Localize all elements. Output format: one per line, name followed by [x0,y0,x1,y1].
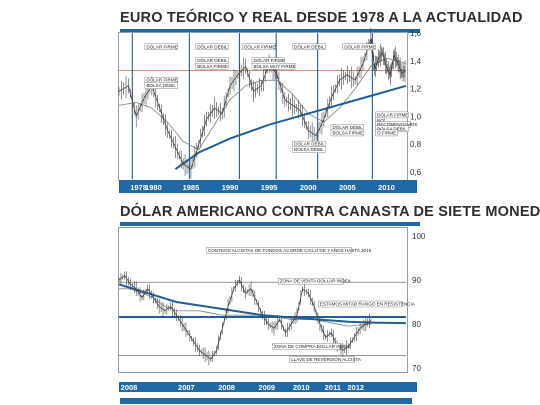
chart1-annotation: BOLSA DÉBIL [146,82,176,88]
chart1-annotation: DÓLAR FIRME [344,43,375,49]
chart1-annotation: DÓLAR FIRME [254,57,285,63]
chart2-annotation: ZONA DE VENTA DOLLAR INDEX [280,279,351,284]
chart1-annotation-box [251,63,296,70]
chart1-annotation: DÓLAR DÉBIL [197,57,228,63]
chart2-title-rule [120,222,420,226]
chart2-annotation: ZONA DE COMPRA DOLLAR INDEX [274,344,350,349]
chart1-y-tick-label: 1,6 [410,29,422,38]
chart1-annotation: RECOMENDAMOS [377,122,417,127]
chart1-annotation-box [375,111,409,119]
chart2-annotation: LLAVE DE REVERSIÓN ALCISTA [291,356,362,362]
chart2-y-tick-label: 90 [412,276,421,285]
chart2-x-axis-bar [119,382,417,392]
chart1-x-axis-bar [119,180,417,193]
chart2-x-tick-label: 2008 [218,383,235,392]
chart1-annotation-box [375,129,398,137]
chart1-x-tick-label: 1995 [261,183,278,192]
chart2-annotation-box [289,356,355,363]
chart1-y-tick-label: 1,0 [410,112,422,121]
chart2-annotation: ESTAMOS MITAD RANGO EN RESISTENCIA [320,302,416,307]
chart1-annotation: DÓLAR FIRME [146,77,177,83]
chart1-annotation: DÓLAR FIRME [377,111,408,117]
chart2-x-tick-label: 2009 [258,383,275,392]
chart1-annotation: DÓLAR DÉBIL [294,43,325,49]
chart1-x-tick-label: 1978 [130,183,147,192]
chart1-annotation: BOLSA DÉBIL [294,146,324,152]
chart1-y-tick-label: 0,6 [410,168,422,177]
chart2-y-tick-label: 100 [412,232,426,241]
chart2-x-tick-label: 2010 [293,383,310,392]
chart1-annotation: NO [377,118,384,123]
chart2-x-tick-label: 2007 [178,383,195,392]
chart1-x-tick-label: 2005 [339,183,356,192]
chart1-annotation: BOLSA FIRME [332,130,363,135]
chart1-frame [118,32,408,181]
chart1-annotation-box [342,43,376,50]
chart1-annotation: O FIRME [377,130,396,135]
chart1-x-tick-label: 1990 [222,183,239,192]
chart1-annotation-box [292,146,326,153]
chart2-y-tick-label: 80 [412,320,421,329]
chart1-x-tick-label: 1985 [183,183,200,192]
chart1-annotation: BOLSA DÉBIL [377,125,407,131]
chart2-moving-average [119,288,372,327]
chart1-annotation: DÓLAR FIRME [244,43,275,49]
chart1-annotation-box [242,43,276,50]
chart2-title: DÓLAR AMERICANO CONTRA CANASTA DE SIETE … [120,204,540,220]
chart1-annotation: BOLSA FIRME [197,64,228,69]
chart1-title: EURO TEÓRICO Y REAL DESDE 1978 A LA ACTU… [120,10,523,26]
chart1-y-tick-label: 1,2 [410,85,422,94]
chart2-x-tick-label: 2011 [325,383,341,392]
chart2-annotation: CONTEOS ALCISTAS DE FONDOS ACORDE CICLO … [208,247,372,253]
chart1-annotation: DÓLAR FIRME [146,43,177,49]
chart1-y-tick-label: 0,8 [410,140,422,149]
chart1-x-tick-label: 1980 [145,183,162,192]
footer-bar [120,398,412,404]
chart1-annotation: DÓLAR DÉBIL [294,141,325,147]
chart1-annotation-box [195,43,229,50]
chart1-annotation-box [292,43,326,50]
chart1-annotation: DÓLAR DÉBIL [332,124,363,130]
chart1-annotation: DÓLAR DÉBIL [197,43,228,49]
chart2-x-tick-label: 2012 [347,383,364,392]
chart2-x-tick-label: 2008 [121,383,138,392]
chart1-y-tick-label: 1,4 [410,57,422,66]
chart2-annotation-box [318,300,403,308]
chart2-y-tick-label: 70 [412,364,421,373]
chart1-annotation-box [144,43,178,50]
chart1-x-tick-label: 2000 [300,183,317,192]
chart1-x-tick-label: 2010 [378,183,395,192]
chart1-annotation: BOLSA MUY FIRME [254,64,296,69]
chart2-annotation-box [278,277,344,285]
chart1-title-rule [120,29,420,33]
chart1-trend-line [174,84,407,171]
chart2-annotation-box [206,247,352,254]
chart1-annotation-box [144,82,178,89]
chart2-annotation-box [272,343,341,350]
chart1-annotation-box [195,63,229,70]
chart1-annotation-box [330,129,364,137]
